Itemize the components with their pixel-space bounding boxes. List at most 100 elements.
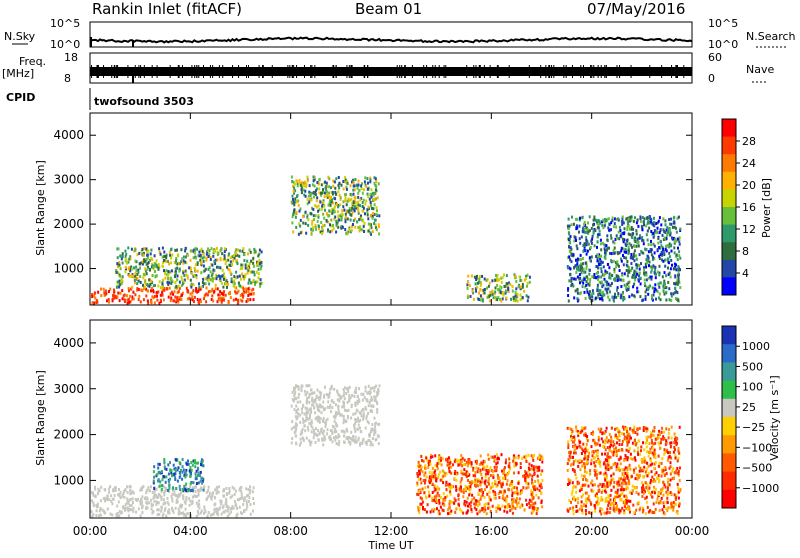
data-cell	[320, 221, 322, 224]
data-cell	[579, 273, 581, 276]
data-cell	[646, 468, 648, 471]
data-cell	[568, 478, 570, 481]
data-cell	[187, 460, 189, 463]
data-cell	[631, 246, 633, 249]
data-cell	[607, 263, 609, 266]
data-cell	[484, 496, 486, 499]
data-cell	[375, 177, 377, 180]
data-cell	[430, 476, 432, 479]
data-cell	[577, 292, 579, 295]
data-cell	[634, 240, 636, 243]
data-cell	[366, 415, 368, 418]
data-cell	[675, 297, 677, 300]
data-cell	[219, 277, 221, 280]
data-cell	[598, 263, 600, 266]
data-cell	[606, 290, 608, 293]
data-cell	[637, 242, 639, 245]
data-cell	[367, 188, 369, 191]
data-cell	[328, 209, 330, 212]
data-cell	[419, 507, 421, 510]
data-cell	[432, 467, 434, 470]
data-cell	[326, 393, 328, 396]
data-cell	[162, 294, 164, 297]
data-cell	[651, 222, 653, 225]
data-cell	[573, 445, 575, 448]
data-cell	[586, 264, 588, 267]
data-cell	[418, 465, 420, 468]
data-cell	[230, 272, 232, 275]
data-cell	[168, 263, 170, 266]
data-cell	[177, 275, 179, 278]
data-cell	[141, 511, 143, 514]
data-cell	[163, 251, 165, 254]
data-cell	[216, 487, 218, 490]
data-cell	[568, 245, 570, 248]
data-cell	[318, 205, 320, 208]
data-cell	[192, 250, 194, 253]
data-cell	[664, 265, 666, 268]
data-cell	[183, 485, 185, 488]
data-cell	[367, 214, 369, 217]
data-cell	[136, 282, 138, 285]
data-cell	[241, 512, 243, 515]
data-cell	[474, 484, 476, 487]
data-cell	[119, 292, 121, 295]
data-cell	[376, 206, 378, 209]
data-cell	[599, 260, 601, 263]
data-cell	[595, 297, 597, 300]
data-cell	[190, 259, 192, 262]
data-cell	[227, 259, 229, 262]
data-cell	[648, 264, 650, 267]
data-cell	[349, 199, 351, 202]
data-cell	[194, 486, 196, 489]
data-cell	[571, 277, 573, 280]
data-cell	[427, 503, 429, 506]
data-cell	[481, 477, 483, 480]
data-cell	[653, 217, 655, 220]
data-cell	[192, 500, 194, 503]
data-cell	[227, 283, 229, 286]
data-cell	[174, 275, 176, 278]
data-cell	[647, 230, 649, 233]
data-cell	[364, 396, 366, 399]
data-cell	[151, 512, 153, 515]
data-cell	[358, 424, 360, 427]
data-cell	[355, 412, 357, 415]
data-cell	[343, 209, 345, 212]
data-cell	[237, 299, 239, 302]
data-cell	[355, 439, 357, 442]
data-cell	[173, 490, 175, 493]
data-cell	[599, 233, 601, 236]
data-cell	[97, 492, 99, 495]
data-cell	[604, 247, 606, 250]
data-cell	[513, 457, 515, 460]
data-cell	[205, 277, 207, 280]
data-cell	[626, 260, 628, 263]
data-cell	[454, 460, 456, 463]
data-cell	[442, 481, 444, 484]
data-cell	[422, 488, 424, 491]
data-cell	[364, 180, 366, 183]
data-cell	[319, 421, 321, 424]
data-cell	[482, 300, 484, 303]
data-cell	[182, 495, 184, 498]
data-cell	[432, 499, 434, 502]
data-cell	[192, 289, 194, 292]
data-cell	[522, 486, 524, 489]
data-cell	[643, 268, 645, 271]
data-cell	[174, 290, 176, 293]
data-cell	[449, 483, 451, 486]
data-cell	[511, 503, 513, 506]
data-cell	[179, 485, 181, 488]
data-cell	[157, 467, 159, 470]
data-cell	[437, 492, 439, 495]
data-cell	[334, 428, 336, 431]
data-cell	[157, 480, 159, 483]
data-cell	[541, 461, 543, 464]
data-cell	[512, 492, 514, 495]
data-cell	[501, 453, 503, 456]
data-cell	[190, 461, 192, 464]
data-cell	[370, 204, 372, 207]
data-cell	[129, 485, 131, 488]
